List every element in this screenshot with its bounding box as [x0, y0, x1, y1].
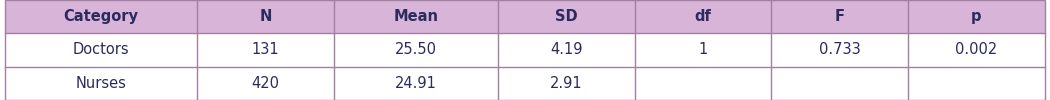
Text: 420: 420: [251, 76, 279, 91]
Text: df: df: [695, 9, 712, 24]
Text: 0.733: 0.733: [819, 42, 861, 58]
Bar: [5, 33, 1045, 67]
Text: Mean: Mean: [394, 9, 439, 24]
Text: 0.002: 0.002: [956, 42, 997, 58]
Text: 131: 131: [252, 42, 279, 58]
Text: 1: 1: [698, 42, 708, 58]
Text: N: N: [259, 9, 272, 24]
Bar: [5, 0, 1045, 33]
Text: 25.50: 25.50: [395, 42, 437, 58]
Text: SD: SD: [555, 9, 578, 24]
Text: 24.91: 24.91: [395, 76, 437, 91]
Text: F: F: [835, 9, 844, 24]
Text: 4.19: 4.19: [550, 42, 583, 58]
Text: 2.91: 2.91: [550, 76, 583, 91]
Text: Category: Category: [64, 9, 139, 24]
Text: p: p: [971, 9, 982, 24]
Bar: [5, 67, 1045, 100]
Text: Doctors: Doctors: [72, 42, 129, 58]
Text: Nurses: Nurses: [76, 76, 127, 91]
